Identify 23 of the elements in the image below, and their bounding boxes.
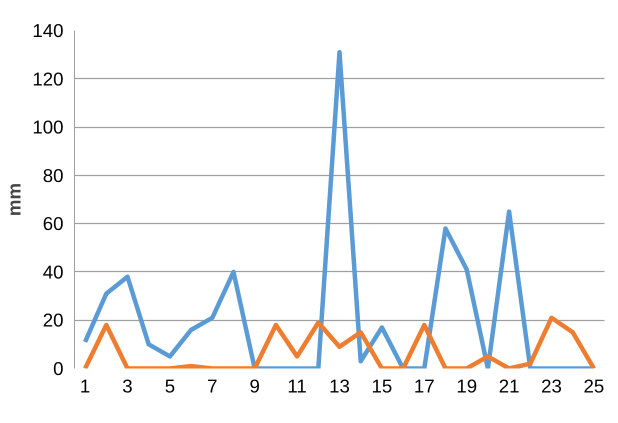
y-axis-title: mm xyxy=(3,182,24,216)
y-tick-label: 20 xyxy=(42,310,64,331)
x-tick-label: 9 xyxy=(250,376,260,396)
line-series xyxy=(82,316,596,368)
x-tick-label: 15 xyxy=(372,376,392,396)
y-tick-label: 0 xyxy=(53,358,64,379)
y-tick-label: 60 xyxy=(42,213,64,234)
x-tick-label: 5 xyxy=(164,376,176,396)
y-tick-label: 80 xyxy=(42,164,64,186)
y-tick-label: 40 xyxy=(42,261,64,282)
y-tick-label: 100 xyxy=(32,116,64,138)
y-tick-label: 140 xyxy=(32,20,64,41)
x-tick-label: 17 xyxy=(414,376,435,396)
x-tick-label: 1 xyxy=(80,376,90,396)
x-tick-label: 21 xyxy=(498,376,520,396)
x-tick-label: 19 xyxy=(456,376,478,396)
x-tick-label: 7 xyxy=(207,376,218,396)
x-tick-label: 13 xyxy=(329,376,350,396)
x-tick-label: 25 xyxy=(584,376,604,396)
x-tick-label: 11 xyxy=(287,376,307,396)
x-tick-label: 23 xyxy=(541,376,562,396)
y-tick-label: 120 xyxy=(32,68,64,90)
x-tick-label: 3 xyxy=(122,376,133,396)
